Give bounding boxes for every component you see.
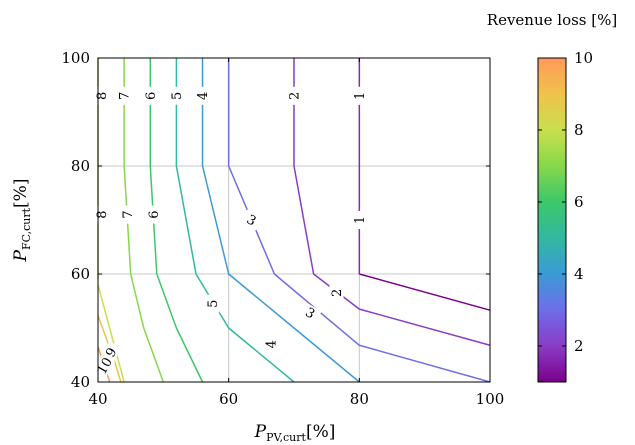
contour-label-bg — [287, 86, 301, 105]
contour-label-bg — [240, 209, 263, 231]
colorbar-tick-label: 10 — [574, 49, 593, 67]
contour-label-7: 7 — [121, 210, 136, 218]
colorbar — [537, 57, 567, 383]
contour-label-bg — [93, 354, 116, 378]
contour-label-bg — [143, 86, 158, 105]
y-tick-label: 60 — [71, 265, 90, 283]
contour-label-1: 1 — [353, 216, 368, 224]
contour-line-4 — [201, 58, 360, 383]
x-tick-labels: 40 60 80 100 — [88, 58, 504, 408]
contour-label-10: 10 — [95, 355, 116, 377]
contour-label-bg — [146, 205, 161, 224]
contour-label-bg — [120, 205, 135, 224]
y-tick-label: 40 — [71, 373, 90, 391]
contour-label-bg — [352, 211, 367, 229]
contour-label-8: 8 — [95, 210, 110, 218]
contour-label-2: 2 — [330, 289, 345, 297]
contour-label-bg — [169, 86, 184, 105]
y-tick-labels: 40 60 80 100 — [61, 49, 490, 391]
y-tick-label: 80 — [71, 157, 90, 175]
contour-label-7: 7 — [118, 92, 133, 100]
colorbar-title: Revenue loss [%] — [487, 11, 617, 29]
colorbar-tick-label: 6 — [574, 193, 584, 211]
contour-label-8: 8 — [95, 92, 110, 100]
x-tick-label: 60 — [219, 390, 238, 408]
colorbar-tick-label: 8 — [574, 121, 584, 139]
y-axis-label: PFC,curt[%] — [11, 179, 33, 263]
contour-label-bg — [195, 86, 210, 105]
contour-label-bg — [264, 335, 279, 354]
colorbar-tick-label: 4 — [574, 265, 584, 283]
colorbar-tick-labels: 2 4 6 8 10 — [538, 49, 593, 355]
contour-label-bg — [299, 302, 322, 324]
contour-line-6 — [149, 58, 204, 383]
contour-label-4: 4 — [265, 340, 280, 348]
contour-label-5: 5 — [170, 92, 185, 100]
y-tick-label: 100 — [61, 49, 90, 67]
x-tick-label: 100 — [476, 390, 505, 408]
plot-frame — [97, 57, 491, 383]
contour-label-bg — [329, 283, 344, 302]
colorbar-tick-label: 2 — [574, 337, 584, 355]
contour-line-5 — [175, 58, 295, 383]
contour-line-3 — [227, 58, 491, 383]
contour-line-8 — [97, 284, 125, 383]
contour-label-2: 2 — [288, 92, 303, 100]
x-tick-label: 40 — [88, 390, 107, 408]
contour-label-4: 4 — [196, 92, 211, 100]
contour-label-bg — [205, 294, 220, 313]
contour-label-5: 5 — [206, 300, 221, 308]
contour-line-1 — [359, 273, 491, 311]
contour-label-6: 6 — [144, 92, 159, 100]
contour-line-2 — [293, 58, 491, 347]
contour-label-6: 6 — [147, 210, 162, 218]
contour-label-bg — [117, 86, 132, 105]
x-tick-label: 80 — [350, 390, 369, 408]
contour-line-7 — [123, 58, 165, 383]
x-axis-label: PPV,curt[%] — [254, 422, 336, 444]
contour-label-1: 1 — [353, 92, 368, 100]
contour-label-bg — [352, 86, 367, 105]
